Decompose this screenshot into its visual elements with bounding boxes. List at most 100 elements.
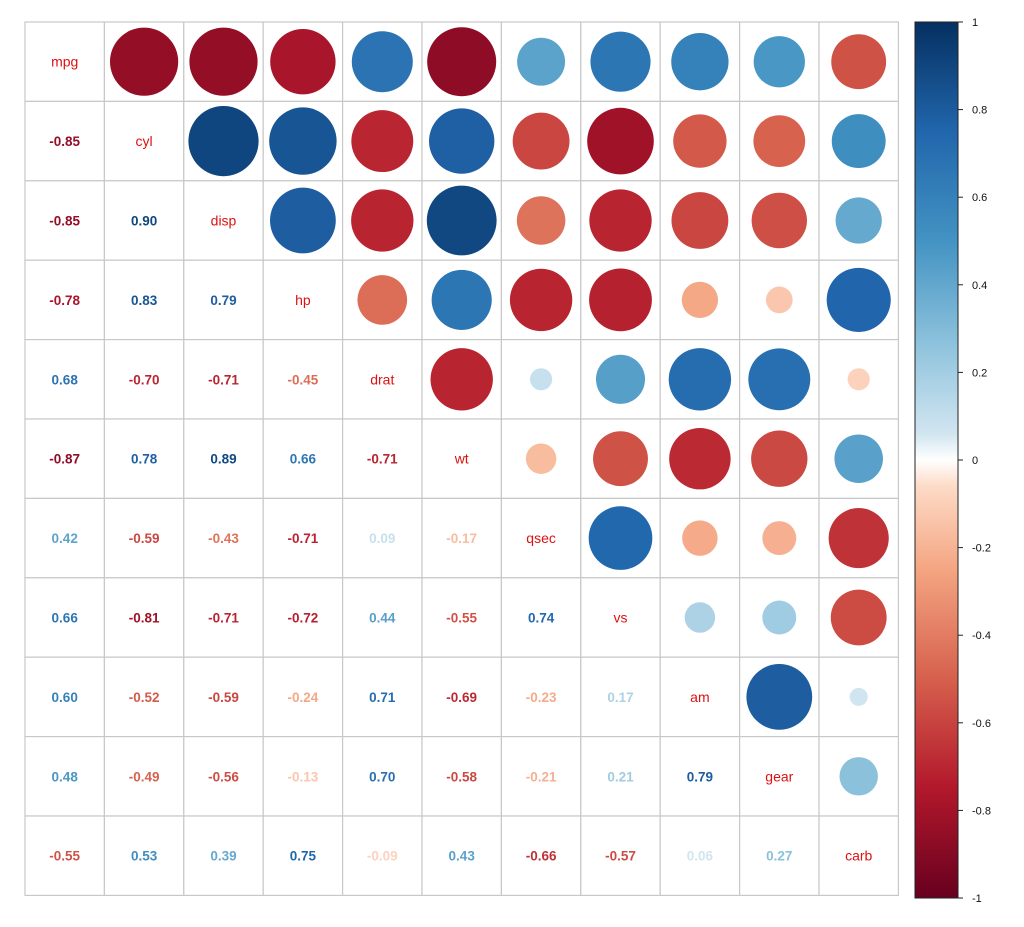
correlation-value-drat-disp: -0.71 [208, 372, 239, 387]
correlation-value-drat-hp: -0.45 [288, 372, 319, 387]
correlation-circle-qsec-vs [588, 506, 653, 570]
correlation-circle-hp-vs [589, 268, 652, 332]
color-scale-tick-label: -0.6 [972, 718, 991, 730]
correlation-circle-am-gear [746, 664, 813, 730]
color-scale-tick-label: -0.8 [972, 805, 991, 817]
variable-label-carb: carb [845, 848, 872, 864]
color-scale-ticks: -1 -0.8 -0.6 -0.4 -0.2 0 0.2 0.4 0.6 0.8 1 [958, 17, 991, 905]
correlation-circle-hp-drat [357, 275, 408, 325]
correlation-value-qsec-disp: -0.43 [208, 531, 239, 546]
grid-cell [342, 339, 423, 420]
correlation-value-carb-hp: 0.75 [290, 849, 317, 864]
grid-cell [24, 735, 106, 817]
grid-cell [103, 339, 185, 420]
grid-cell [262, 577, 344, 658]
grid-cell [421, 577, 503, 658]
grid-cell [500, 497, 582, 579]
correlation-circle-disp-wt [426, 185, 497, 256]
correlation-value-vs-drat: 0.44 [369, 611, 396, 626]
grid-cell [659, 735, 741, 817]
correlation-circle-wt-carb [834, 434, 883, 483]
correlation-circle-disp-vs [589, 189, 652, 252]
grid-cell [342, 735, 423, 817]
variable-label-cyl: cyl [136, 133, 153, 149]
correlation-value-am-hp: -0.24 [288, 690, 319, 705]
correlation-circle-hp-carb [826, 267, 891, 332]
grid-cell [580, 735, 661, 817]
variable-label-vs: vs [614, 610, 628, 626]
color-scale-tick-label: -0.2 [972, 543, 991, 555]
correlation-circle-disp-am [671, 192, 729, 249]
correlation-value-vs-disp: -0.71 [208, 611, 239, 626]
color-scale-tick-label: 0.8 [972, 105, 987, 117]
correlation-value-wt-drat: -0.71 [367, 452, 398, 467]
correlation-circle-cyl-drat [351, 110, 414, 173]
correlation-value-carb-gear: 0.27 [766, 849, 792, 864]
grid-cell [500, 577, 582, 658]
variable-label-drat: drat [370, 371, 394, 387]
correlation-circle-wt-qsec [525, 443, 557, 474]
variable-label-am: am [690, 689, 709, 705]
correlation-value-carb-wt: 0.43 [449, 849, 476, 864]
correlation-value-vs-wt: -0.55 [446, 611, 477, 626]
correlation-circle-cyl-gear [753, 115, 806, 167]
correlation-value-gear-qsec: -0.21 [526, 769, 557, 784]
correlation-value-carb-cyl: 0.53 [131, 849, 158, 864]
correlation-circle-mpg-cyl [109, 27, 179, 96]
grid-cell [24, 577, 106, 658]
grid-cell [421, 815, 503, 897]
correlation-value-gear-mpg: 0.48 [52, 769, 79, 784]
color-scale-bar [914, 21, 959, 899]
correlation-value-gear-wt: -0.58 [446, 769, 477, 784]
correlation-value-gear-am: 0.79 [687, 769, 713, 784]
correlation-circle-drat-qsec [530, 368, 553, 391]
correlation-circle-disp-gear [751, 192, 807, 249]
correlation-value-hp-cyl: 0.83 [131, 293, 158, 308]
grid-cell [24, 21, 106, 103]
grid-cell [262, 735, 344, 817]
grid-cell [183, 735, 264, 817]
grid-cell [580, 577, 661, 658]
variable-label-wt: wt [454, 451, 469, 467]
correlation-circle-vs-am [684, 602, 716, 633]
correlation-circle-disp-hp [270, 187, 336, 254]
color-scale-tick-label: 0.4 [972, 280, 987, 292]
correlation-value-carb-drat: -0.09 [367, 849, 398, 864]
correlation-value-am-cyl: -0.52 [129, 690, 160, 705]
grid-cell [342, 577, 423, 658]
grid-cell [262, 418, 344, 500]
correlation-value-drat-mpg: 0.68 [52, 372, 79, 387]
correlation-value-wt-cyl: 0.78 [131, 452, 158, 467]
correlation-value-vs-cyl: -0.81 [129, 611, 160, 626]
correlation-circle-drat-vs [595, 354, 646, 404]
correlation-value-qsec-cyl: -0.59 [129, 531, 160, 546]
correlation-circle-drat-am [668, 348, 732, 411]
correlation-circle-wt-vs [593, 431, 648, 487]
correlation-circle-mpg-qsec [517, 37, 566, 86]
grid-cell [24, 339, 106, 420]
correlation-value-carb-mpg: -0.55 [49, 849, 80, 864]
correlation-value-hp-disp: 0.79 [210, 293, 236, 308]
correlation-value-qsec-drat: 0.09 [369, 531, 395, 546]
correlation-circle-mpg-carb [831, 34, 887, 90]
correlation-circle-hp-qsec [509, 268, 573, 332]
grid-cell [659, 815, 741, 897]
grid-cell [818, 815, 900, 897]
grid-cell [24, 418, 106, 500]
correlation-circle-mpg-drat [351, 31, 413, 93]
grid-cell [262, 339, 344, 420]
correlation-circle-cyl-qsec [512, 112, 570, 170]
grid-cell [262, 259, 344, 341]
correlation-circle-cyl-wt [429, 108, 495, 174]
grid-cell [421, 656, 503, 738]
correlation-circle-cyl-carb [831, 114, 886, 169]
correlation-value-disp-cyl: 0.90 [131, 214, 157, 229]
grid-cell [421, 735, 503, 817]
correlation-value-gear-hp: -0.13 [288, 769, 319, 784]
correlation-value-carb-disp: 0.39 [210, 849, 236, 864]
correlation-circle-qsec-gear [762, 521, 797, 556]
color-scale-tick-label: -0.4 [972, 630, 991, 642]
correlation-circle-drat-gear [748, 348, 811, 411]
grid-cell [183, 815, 264, 897]
grid-cell [183, 656, 264, 738]
